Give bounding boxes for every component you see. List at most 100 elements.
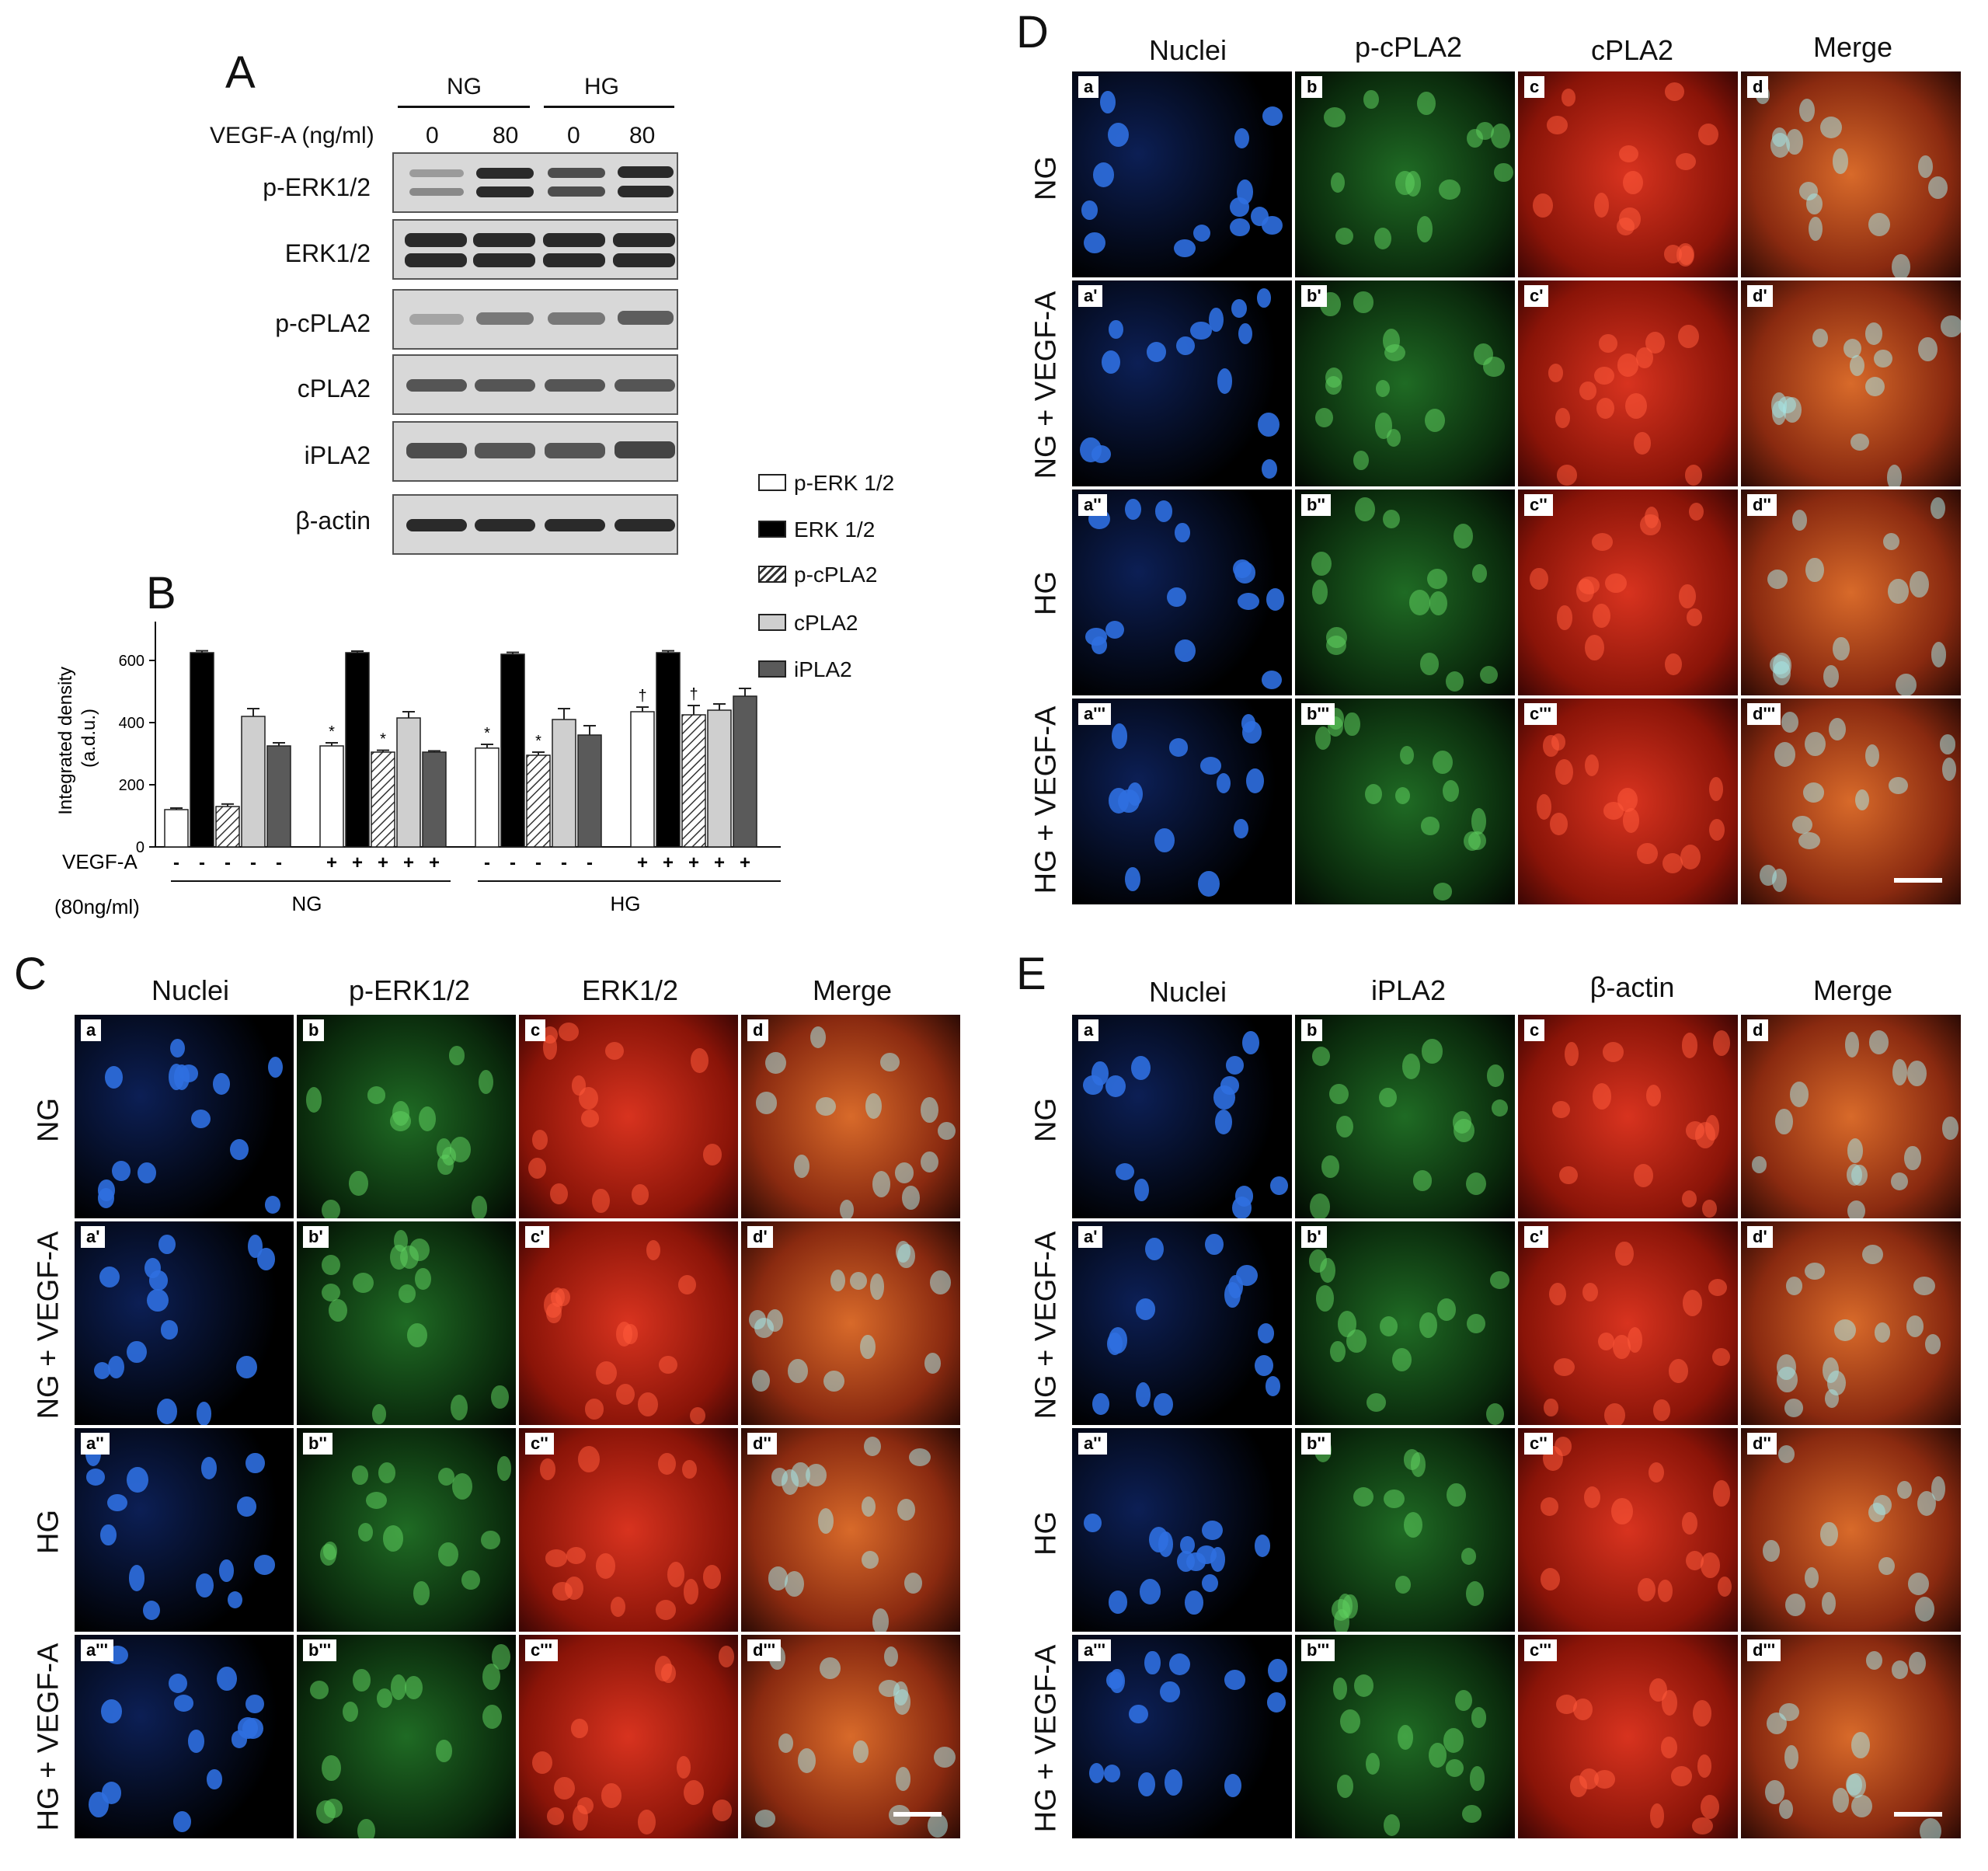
cell-nucleus (1402, 1054, 1421, 1079)
cell-nucleus (219, 1559, 234, 1583)
cell-nucleus (616, 1321, 633, 1347)
cell-nucleus (1176, 336, 1195, 355)
dose-label: 0 (567, 123, 580, 148)
micrograph-cell: c''' (1518, 699, 1738, 904)
cell-nucleus (100, 1524, 117, 1546)
cell-nucleus (1383, 1814, 1400, 1837)
cell-nucleus (566, 1546, 586, 1564)
cell-nucleus (1904, 1145, 1921, 1171)
cell-nucleus (1700, 1794, 1719, 1819)
cell-nucleus (1618, 145, 1638, 162)
cell-nucleus (1365, 784, 1383, 805)
cell-nucleus (1847, 1138, 1864, 1163)
cell-nucleus (127, 1341, 147, 1364)
cell-nucleus (1379, 1087, 1397, 1107)
cell-nucleus (1262, 106, 1283, 126)
bar (215, 806, 240, 848)
cell-nucleus (1559, 1165, 1578, 1184)
cell-nucleus (1105, 621, 1125, 639)
cell-tag: c'' (525, 1433, 554, 1455)
cell-nucleus (437, 1467, 455, 1486)
cell-nucleus (702, 1564, 722, 1589)
cell-nucleus (1638, 1578, 1656, 1602)
cell-nucleus (1190, 321, 1212, 340)
cell-tag: a'' (81, 1433, 110, 1455)
cell-nucleus (1695, 1122, 1716, 1148)
cell-nucleus (100, 1699, 123, 1724)
cell-nucleus (309, 1680, 329, 1699)
cell-nucleus (1550, 813, 1568, 835)
cell-tag: c' (525, 1226, 550, 1248)
cell-nucleus (658, 1452, 676, 1476)
bar (733, 695, 757, 848)
legend-label: iPLA2 (794, 657, 852, 681)
column-header: p-ERK1/2 (348, 974, 471, 1006)
cell-nucleus (1443, 1727, 1464, 1753)
cell-nucleus (1930, 497, 1945, 520)
cell-nucleus (1622, 171, 1643, 195)
cell-nucleus (1234, 818, 1249, 839)
cell-nucleus (365, 1492, 388, 1510)
cell-nucleus (1083, 232, 1105, 254)
cell-nucleus (1874, 349, 1892, 368)
cell-nucleus (1681, 1190, 1697, 1208)
cell-nucleus (104, 1066, 123, 1089)
cell-nucleus (322, 1754, 341, 1781)
cell-nucleus (1198, 870, 1220, 897)
cell-nucleus (546, 1807, 564, 1825)
cell-nucleus (418, 1106, 437, 1132)
cell-nucleus (1895, 673, 1917, 695)
vegf-sign: + (378, 852, 388, 873)
cell-nucleus (861, 1550, 879, 1569)
cell-nucleus (1234, 127, 1249, 149)
cell-nucleus (1798, 99, 1815, 123)
cell-nucleus (1383, 510, 1401, 529)
cell-nucleus (1928, 176, 1948, 199)
cell-nucleus (390, 1674, 407, 1701)
cell-nucleus (1334, 1609, 1349, 1632)
cell-nucleus (1556, 605, 1573, 630)
micrograph-cell: b (1295, 1015, 1515, 1218)
cell-nucleus (441, 1147, 456, 1166)
cell-tag: b''' (1301, 1639, 1335, 1661)
micrograph-cell: a'' (1072, 490, 1292, 695)
column-header: β-actin (1589, 971, 1675, 1003)
micrograph-cell: a'' (1072, 1428, 1292, 1632)
cell-nucleus (1308, 1249, 1327, 1273)
cell-nucleus (872, 1608, 890, 1632)
bar-chart: Integrated density (a.d.u.) 0 200 400 600 *… (54, 622, 781, 918)
x-label-dose: (80ng/ml) (54, 895, 140, 918)
legend-label: cPLA2 (794, 611, 858, 635)
cell-nucleus (1386, 429, 1401, 447)
cell-nucleus (1467, 1313, 1485, 1333)
y-tick-label: 400 (119, 715, 144, 732)
cell-nucleus (1850, 433, 1870, 451)
cell-nucleus (1147, 342, 1167, 362)
cell-nucleus (1192, 225, 1210, 242)
cell-nucleus (1874, 1322, 1890, 1343)
cell-nucleus (933, 1746, 956, 1768)
blot-row-label: p-cPLA2 (275, 309, 371, 337)
cell-nucleus (659, 1355, 678, 1375)
blot-row-cpla2 (392, 354, 678, 415)
cell-nucleus (752, 1369, 770, 1392)
cell-nucleus (1453, 524, 1473, 549)
cell-nucleus (595, 1553, 615, 1579)
cell-nucleus (1215, 1109, 1233, 1134)
cell-tag: d (1747, 76, 1769, 98)
cell-tag: d''' (1747, 1639, 1781, 1661)
cell-nucleus (1548, 363, 1564, 382)
cell-nucleus (1491, 1099, 1509, 1117)
cell-nucleus (766, 1308, 784, 1333)
cell-nucleus (768, 1566, 789, 1591)
legend-swatch (758, 614, 786, 631)
cell-nucleus (904, 1572, 923, 1594)
vegf-sign: - (199, 852, 205, 873)
cell-nucleus (1551, 733, 1566, 751)
cell-nucleus (893, 1681, 908, 1706)
cell-nucleus (496, 1456, 512, 1481)
micrograph-cell: c'' (1518, 490, 1738, 695)
cell-tag: c (1524, 76, 1545, 98)
cell-nucleus (1092, 1393, 1109, 1416)
cell-nucleus (1353, 450, 1370, 470)
